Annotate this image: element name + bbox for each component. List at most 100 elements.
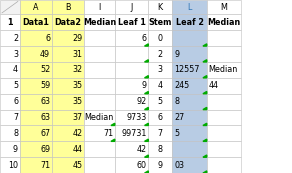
Bar xyxy=(20,46,52,62)
Polygon shape xyxy=(203,155,207,157)
Polygon shape xyxy=(145,155,148,157)
Text: 63: 63 xyxy=(40,97,50,106)
Bar xyxy=(115,30,148,46)
Text: 1: 1 xyxy=(7,18,13,27)
Text: 71: 71 xyxy=(103,129,113,138)
Bar xyxy=(172,14,207,30)
Bar xyxy=(172,46,207,62)
Bar xyxy=(207,30,241,46)
Bar xyxy=(0,46,20,62)
Bar xyxy=(20,0,52,14)
Bar xyxy=(84,141,115,157)
Bar xyxy=(207,62,241,78)
Text: 5: 5 xyxy=(13,81,18,90)
Text: 9: 9 xyxy=(13,145,18,154)
Bar xyxy=(148,78,172,94)
Bar xyxy=(84,110,115,125)
Text: M: M xyxy=(220,3,227,12)
Text: I: I xyxy=(98,3,100,12)
Text: 3: 3 xyxy=(158,65,163,74)
Text: 245: 245 xyxy=(174,81,189,90)
Polygon shape xyxy=(111,123,115,125)
Bar xyxy=(52,62,84,78)
Text: 49: 49 xyxy=(40,49,50,58)
Bar xyxy=(20,30,52,46)
Bar xyxy=(0,110,20,125)
Bar xyxy=(148,0,172,14)
Polygon shape xyxy=(145,139,148,141)
Bar xyxy=(148,62,172,78)
Text: Data1: Data1 xyxy=(22,18,49,27)
Bar xyxy=(52,0,84,14)
Text: 7: 7 xyxy=(13,113,18,122)
Bar xyxy=(148,141,172,157)
Text: 2: 2 xyxy=(158,49,163,58)
Text: Median: Median xyxy=(208,65,238,74)
Bar xyxy=(0,30,20,46)
Bar xyxy=(207,94,241,110)
Bar xyxy=(20,94,52,110)
Text: 9733: 9733 xyxy=(126,113,147,122)
Polygon shape xyxy=(203,123,207,125)
Text: 8: 8 xyxy=(13,129,18,138)
Text: Data2: Data2 xyxy=(55,18,81,27)
Text: 35: 35 xyxy=(72,97,82,106)
Bar xyxy=(172,30,207,46)
Text: Leaf 2: Leaf 2 xyxy=(175,18,204,27)
Text: 52: 52 xyxy=(40,65,50,74)
Bar xyxy=(172,78,207,94)
Bar xyxy=(20,157,52,173)
Bar xyxy=(84,94,115,110)
Text: 92: 92 xyxy=(136,97,147,106)
Text: 99731: 99731 xyxy=(121,129,147,138)
Text: K: K xyxy=(158,3,163,12)
Polygon shape xyxy=(145,107,148,110)
Polygon shape xyxy=(203,92,207,94)
Polygon shape xyxy=(145,123,148,125)
Polygon shape xyxy=(203,76,207,78)
Bar xyxy=(0,78,20,94)
Bar xyxy=(52,141,84,157)
Text: 10: 10 xyxy=(8,161,18,170)
Bar xyxy=(20,125,52,141)
Text: 69: 69 xyxy=(40,145,50,154)
Bar xyxy=(115,125,148,141)
Text: 71: 71 xyxy=(40,161,50,170)
Text: 0: 0 xyxy=(158,34,163,43)
Text: 5: 5 xyxy=(174,129,179,138)
Bar xyxy=(20,78,52,94)
Bar xyxy=(148,30,172,46)
Text: 7: 7 xyxy=(158,129,163,138)
Bar xyxy=(115,94,148,110)
Bar xyxy=(52,46,84,62)
Text: B: B xyxy=(65,3,71,12)
Text: 9: 9 xyxy=(141,81,147,90)
Bar xyxy=(52,110,84,125)
Polygon shape xyxy=(145,44,148,46)
Text: 35: 35 xyxy=(72,81,82,90)
Text: Median: Median xyxy=(207,18,241,27)
Bar xyxy=(172,157,207,173)
Bar xyxy=(148,46,172,62)
Text: 44: 44 xyxy=(208,81,218,90)
Polygon shape xyxy=(111,139,115,141)
Bar xyxy=(172,0,207,14)
Polygon shape xyxy=(145,171,148,173)
Bar xyxy=(84,14,115,30)
Text: 9: 9 xyxy=(158,161,163,170)
Bar xyxy=(84,62,115,78)
Text: 45: 45 xyxy=(72,161,82,170)
Text: 37: 37 xyxy=(72,113,82,122)
Bar xyxy=(207,78,241,94)
Bar xyxy=(0,125,20,141)
Text: 03: 03 xyxy=(174,161,184,170)
Polygon shape xyxy=(203,60,207,62)
Text: 63: 63 xyxy=(40,113,50,122)
Bar xyxy=(20,141,52,157)
Bar xyxy=(84,125,115,141)
Bar xyxy=(20,14,52,30)
Text: L: L xyxy=(187,3,192,12)
Bar xyxy=(115,141,148,157)
Bar xyxy=(207,46,241,62)
Polygon shape xyxy=(145,60,148,62)
